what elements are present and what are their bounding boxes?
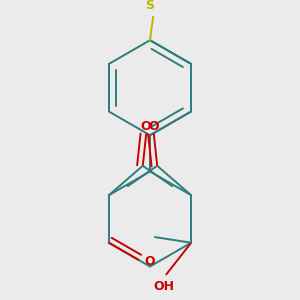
Text: OH: OH: [154, 280, 175, 293]
Text: O: O: [141, 120, 151, 133]
Text: S: S: [146, 0, 154, 12]
Text: O: O: [144, 256, 154, 268]
Text: O: O: [149, 120, 159, 133]
